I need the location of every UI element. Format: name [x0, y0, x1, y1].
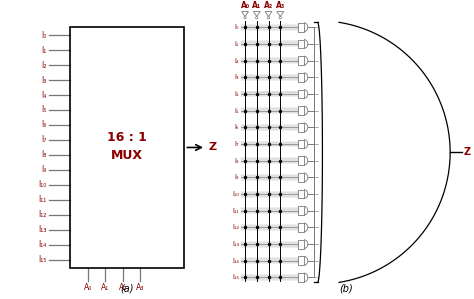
Text: I₅: I₅ [41, 106, 46, 115]
Polygon shape [298, 257, 304, 265]
Text: I₉: I₉ [41, 165, 46, 174]
Text: I₀: I₀ [41, 30, 46, 39]
Polygon shape [298, 190, 304, 199]
Text: I₅: I₅ [235, 108, 239, 114]
Polygon shape [298, 206, 304, 215]
Text: I₁₄: I₁₄ [38, 240, 46, 249]
Text: I₆: I₆ [235, 124, 239, 130]
Text: I₂: I₂ [41, 60, 46, 70]
Polygon shape [298, 73, 304, 82]
Polygon shape [298, 156, 304, 165]
Text: I₈: I₈ [235, 158, 239, 164]
Text: I₁₃: I₁₃ [38, 225, 46, 234]
Text: A₃: A₃ [275, 1, 285, 10]
Text: I₁₅: I₁₅ [38, 255, 46, 264]
Text: I₇: I₇ [41, 135, 46, 144]
Polygon shape [298, 140, 304, 148]
Text: I₁₁: I₁₁ [232, 208, 239, 214]
Text: I₁₅: I₁₅ [232, 274, 239, 280]
Text: I₁₄: I₁₄ [232, 258, 239, 264]
Text: (b): (b) [340, 283, 354, 293]
Text: I₁₀: I₁₀ [232, 191, 239, 197]
Polygon shape [298, 123, 304, 132]
Text: Z: Z [209, 142, 217, 152]
Text: (a): (a) [120, 283, 134, 293]
Text: I₆: I₆ [41, 120, 46, 129]
Text: I₁₀: I₁₀ [38, 180, 46, 190]
Text: I₄: I₄ [235, 91, 239, 97]
Text: I₁: I₁ [235, 41, 239, 47]
Text: A₂: A₂ [118, 283, 127, 292]
Text: I₇: I₇ [235, 141, 239, 147]
Polygon shape [298, 90, 304, 98]
Text: Z: Z [464, 147, 471, 157]
Text: A₀: A₀ [83, 283, 92, 292]
Text: A₁: A₁ [252, 1, 261, 10]
Polygon shape [298, 23, 304, 32]
Text: I₃: I₃ [235, 74, 239, 80]
Text: A₂: A₂ [264, 1, 273, 10]
Text: I₀: I₀ [235, 24, 239, 30]
Polygon shape [298, 240, 304, 248]
Polygon shape [298, 39, 304, 48]
Text: I₃: I₃ [41, 76, 46, 85]
Text: I₁₂: I₁₂ [38, 210, 46, 219]
Text: A₃: A₃ [136, 283, 145, 292]
Text: I₁₂: I₁₂ [232, 225, 239, 231]
Text: I₄: I₄ [41, 91, 46, 100]
Text: I₁₃: I₁₃ [232, 241, 239, 247]
Polygon shape [298, 106, 304, 115]
Text: MUX: MUX [111, 149, 143, 162]
Text: I₈: I₈ [41, 150, 46, 159]
Polygon shape [298, 56, 304, 65]
Text: I₁₁: I₁₁ [38, 196, 46, 205]
Text: 16 : 1: 16 : 1 [107, 131, 147, 144]
Polygon shape [298, 223, 304, 232]
Text: A₀: A₀ [240, 1, 250, 10]
Text: A₁: A₁ [101, 283, 109, 292]
Polygon shape [298, 173, 304, 182]
Text: I₁: I₁ [41, 45, 46, 54]
Text: I₂: I₂ [235, 58, 239, 64]
Polygon shape [298, 273, 304, 282]
Text: I₉: I₉ [235, 174, 239, 180]
